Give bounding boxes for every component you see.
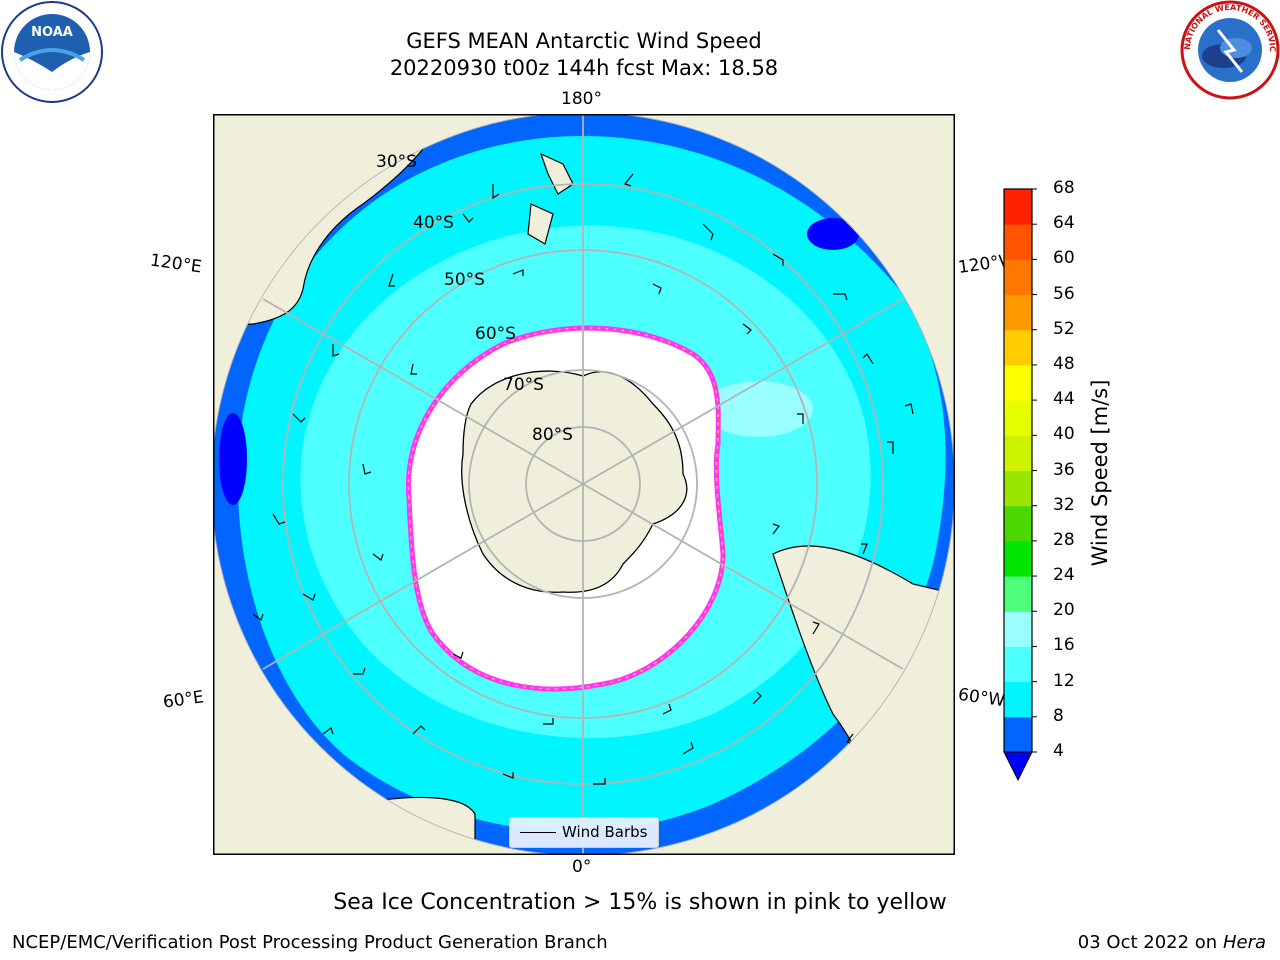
footer-host: Hera xyxy=(1222,932,1266,953)
colorbar-segment xyxy=(1004,189,1032,225)
sea-ice-edge-yellow xyxy=(407,327,724,690)
lon-label-60w: 60°W xyxy=(956,684,1007,712)
colorbar-segment xyxy=(1004,611,1032,647)
noaa-logo-text: NOAA xyxy=(31,25,73,40)
sea-ice-caption: Sea Ice Concentration > 15% is shown in … xyxy=(333,890,947,915)
footer-date: 03 Oct 2022 on Hera xyxy=(1078,932,1266,953)
colorbar-tick-label: 4 xyxy=(1053,741,1064,761)
lon-label-180: 180° xyxy=(561,89,602,109)
colorbar-segment xyxy=(1004,470,1032,507)
colorbar-segment xyxy=(1004,681,1032,718)
colorbar-tick-label: 40 xyxy=(1053,424,1075,445)
colorbar-tick-label: 8 xyxy=(1053,705,1064,726)
colorbar-tick-label: 16 xyxy=(1053,635,1075,656)
lat-label-70s: 70°S xyxy=(503,375,544,395)
colorbar-segment xyxy=(1004,400,1032,436)
wind-barbs xyxy=(252,173,914,785)
lat-label-80s: 80°S xyxy=(532,425,573,445)
chart-title-line2: 20220930 t00z 144h fcst Max: 18.58 xyxy=(389,56,779,80)
polar-map[interactable] xyxy=(213,114,955,855)
footer-credit: NCEP/EMC/Verification Post Processing Pr… xyxy=(12,932,608,953)
lon-label-0: 0° xyxy=(572,857,592,877)
map-legend-label: Wind Barbs xyxy=(562,823,648,841)
colorbar xyxy=(1003,188,1037,782)
map-frame xyxy=(213,114,955,855)
graticule xyxy=(213,114,955,855)
chart-title-line1: GEFS MEAN Antarctic Wind Speed xyxy=(406,29,762,53)
colorbar-tick-label: 56 xyxy=(1053,283,1075,304)
lat-label-40s: 40°S xyxy=(413,213,454,233)
noaa-logo-icon: NOAA xyxy=(1,1,103,103)
colorbar-segment xyxy=(1004,294,1032,331)
lon-label-60e: 60°E xyxy=(161,687,206,713)
colorbar-segment xyxy=(1004,224,1032,260)
wind-barb-legend-icon xyxy=(520,832,556,833)
colorbar-tick-label: 20 xyxy=(1053,600,1075,621)
ocean-low-pocket xyxy=(807,218,859,250)
colorbar-under-arrow xyxy=(1003,751,1033,782)
footer-date-text: 03 Oct 2022 on xyxy=(1077,932,1223,953)
colorbar-tick-label: 64 xyxy=(1053,213,1075,234)
colorbar-tick-label: 60 xyxy=(1053,248,1075,269)
colorbar-tick-label: 52 xyxy=(1053,318,1075,339)
colorbar-tick-label: 68 xyxy=(1053,178,1075,198)
ocean-peak-wind xyxy=(703,381,813,437)
colorbar-tick-label: 28 xyxy=(1053,529,1075,550)
lat-label-60s: 60°S xyxy=(475,324,516,344)
colorbar-tick-label: 48 xyxy=(1053,353,1075,374)
colorbar-segment xyxy=(1004,259,1032,296)
colorbar-segment xyxy=(1004,364,1032,401)
colorbar-tick-label: 36 xyxy=(1053,459,1075,480)
colorbar-title: Wind Speed [m/s] xyxy=(1088,379,1112,567)
colorbar-segment xyxy=(1004,435,1032,471)
colorbar-tick-marks xyxy=(1032,188,1037,753)
colorbar-segment xyxy=(1004,329,1032,366)
colorbar-tick-label: 32 xyxy=(1053,494,1075,515)
nws-logo-icon: NATIONAL WEATHER SERVICE xyxy=(1180,0,1280,100)
colorbar-tick-label: 12 xyxy=(1053,670,1075,691)
lat-label-30s: 30°S xyxy=(376,152,417,172)
lat-label-50s: 50°S xyxy=(444,270,485,290)
colorbar-tick-label: 24 xyxy=(1053,565,1075,586)
new-zealand-landmass xyxy=(527,152,574,245)
colorbar-segment xyxy=(1004,716,1032,753)
colorbar-segment xyxy=(1004,505,1032,542)
colorbar-segment xyxy=(1004,646,1032,683)
colorbar-segment xyxy=(1004,540,1032,577)
colorbar-tick-label: 44 xyxy=(1053,389,1075,410)
colorbar-segments xyxy=(1004,189,1032,753)
lon-label-120e: 120°E xyxy=(148,250,203,278)
map-legend: Wind Barbs xyxy=(509,817,659,848)
colorbar-segment xyxy=(1004,576,1032,612)
ocean-low-pocket-west xyxy=(219,413,247,505)
